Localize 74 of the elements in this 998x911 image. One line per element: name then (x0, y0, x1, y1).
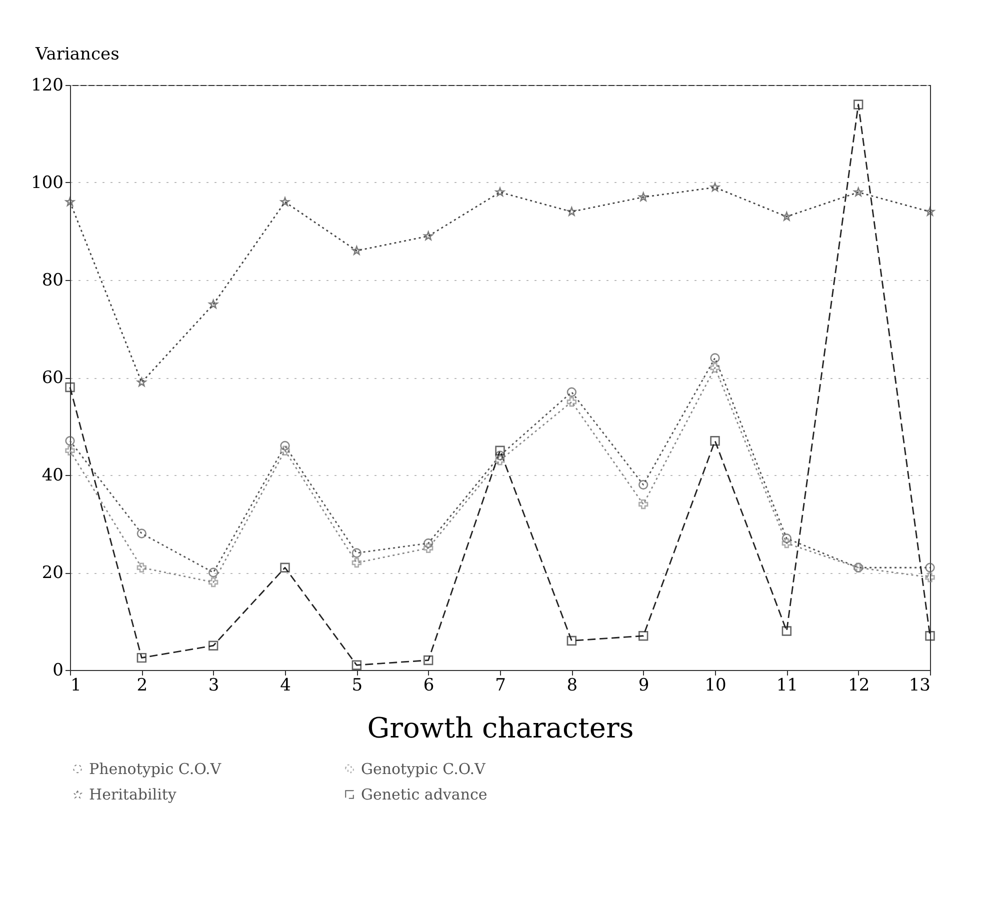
point (495, 187, 505, 196)
point (854, 187, 863, 196)
y-tick-label: 40 (42, 466, 64, 486)
point (638, 480, 648, 490)
point (925, 572, 935, 582)
point (638, 192, 648, 202)
x-tick-label: 8 (566, 676, 578, 696)
point (566, 397, 576, 407)
point (280, 446, 290, 456)
point (638, 631, 648, 641)
x-tick-label: 12 (848, 676, 870, 696)
y-tick-label: 0 (52, 660, 64, 680)
y-tick-label: 100 (31, 173, 64, 193)
point (710, 353, 720, 363)
point (280, 197, 290, 206)
legend-label: Phenotypic C.O.V (89, 760, 222, 778)
point (136, 528, 146, 538)
y-tick-label: 20 (42, 563, 64, 583)
y-axis-title: Variances (34, 44, 120, 64)
x-tick-label: 6 (423, 676, 434, 696)
point (710, 182, 720, 192)
x-tick-label: 2 (136, 676, 148, 696)
point (495, 446, 505, 456)
point (65, 197, 75, 206)
legend-label: Genotypic C.O.V (361, 760, 487, 778)
y-tick-label: 60 (42, 368, 64, 388)
x-tick-label: 13 (908, 676, 930, 696)
x-tick-label: 10 (704, 676, 726, 696)
point (782, 538, 792, 548)
point (280, 562, 290, 572)
point (495, 456, 505, 466)
point (782, 534, 792, 544)
x-tick-label: 1 (70, 676, 82, 696)
point (782, 212, 792, 221)
point (710, 362, 720, 373)
point (208, 568, 218, 578)
x-tick-label: 3 (208, 676, 220, 696)
point (136, 562, 146, 572)
point (424, 538, 434, 548)
legend-label: Genetic advance (361, 786, 488, 804)
point (567, 206, 576, 216)
point (925, 562, 935, 572)
point (208, 577, 218, 588)
point (352, 246, 362, 255)
point (136, 652, 146, 663)
x-tick-label: 7 (495, 676, 506, 696)
point (65, 446, 75, 456)
point (424, 655, 434, 666)
point (566, 387, 576, 397)
point (65, 382, 75, 392)
point (208, 640, 218, 650)
x-tick-label: 9 (638, 676, 650, 696)
point (424, 231, 433, 240)
point (280, 440, 290, 451)
x-tick-label: 5 (352, 676, 363, 696)
point (65, 436, 75, 446)
point (854, 100, 864, 110)
point (925, 206, 935, 216)
point (352, 660, 362, 670)
point (710, 436, 720, 446)
point (925, 631, 935, 641)
point (566, 636, 576, 646)
point (638, 499, 648, 510)
x-tick-label: 11 (776, 676, 798, 696)
point (782, 626, 792, 636)
y-tick-label: 80 (42, 270, 64, 290)
point (352, 548, 362, 558)
point (352, 558, 362, 568)
point (495, 450, 505, 460)
legend-label: Heritability (89, 786, 177, 804)
x-axis-title: Growth characters (367, 712, 634, 744)
x-tick-label: 4 (280, 676, 291, 696)
point (424, 543, 434, 553)
y-tick-label: 120 (31, 76, 64, 96)
